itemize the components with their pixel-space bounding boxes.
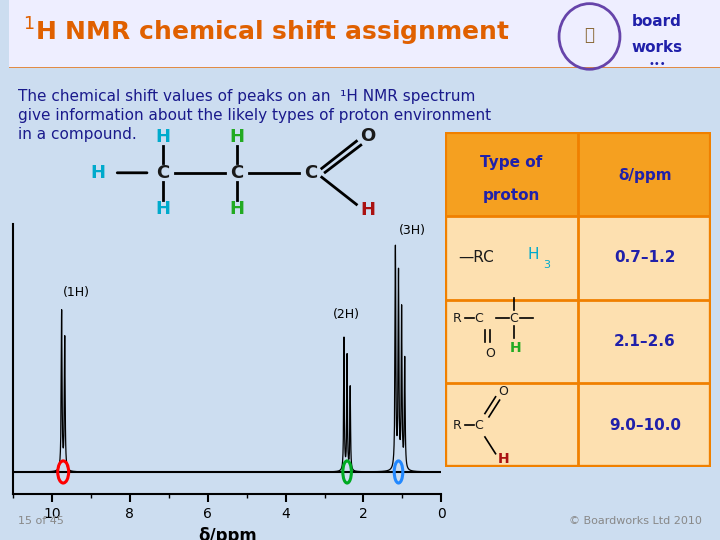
- Text: C: C: [156, 164, 170, 182]
- Text: $^{1}$H NMR chemical shift assignment: $^{1}$H NMR chemical shift assignment: [23, 16, 509, 49]
- Text: give information about the likely types of proton environment: give information about the likely types …: [18, 108, 491, 123]
- Text: works: works: [631, 40, 683, 55]
- Text: © Boardworks Ltd 2010: © Boardworks Ltd 2010: [569, 516, 702, 526]
- Text: H: H: [230, 200, 245, 218]
- Text: H: H: [361, 201, 376, 219]
- Text: The chemical shift values of peaks on an  ¹H NMR spectrum: The chemical shift values of peaks on an…: [18, 89, 475, 104]
- Text: H: H: [156, 200, 171, 218]
- Text: R: R: [453, 418, 462, 432]
- Text: H: H: [510, 341, 522, 355]
- Text: O: O: [361, 127, 376, 145]
- Text: H: H: [230, 128, 245, 146]
- Text: board: board: [632, 15, 682, 29]
- Text: C: C: [509, 312, 518, 325]
- Text: (2H): (2H): [333, 308, 360, 321]
- Text: C: C: [305, 164, 318, 182]
- FancyBboxPatch shape: [445, 132, 711, 467]
- Text: H: H: [156, 128, 171, 146]
- Text: R: R: [453, 312, 462, 325]
- Text: (3H): (3H): [399, 225, 426, 238]
- Text: 3: 3: [544, 260, 551, 269]
- Text: O: O: [498, 385, 508, 399]
- FancyBboxPatch shape: [445, 132, 711, 216]
- Text: C: C: [474, 418, 483, 432]
- FancyBboxPatch shape: [9, 0, 720, 68]
- Text: 9.0–10.0: 9.0–10.0: [609, 418, 681, 433]
- Text: 2.1–2.6: 2.1–2.6: [614, 334, 675, 349]
- Text: proton: proton: [483, 188, 540, 204]
- Text: 📖: 📖: [585, 25, 595, 44]
- Text: —RC: —RC: [458, 251, 494, 265]
- X-axis label: δ/ppm: δ/ppm: [198, 527, 256, 540]
- Text: 15 of 45: 15 of 45: [18, 516, 64, 526]
- Text: Type of: Type of: [480, 155, 543, 170]
- Text: H: H: [90, 164, 105, 182]
- Text: H: H: [498, 452, 510, 465]
- Text: in a compound.: in a compound.: [18, 127, 137, 142]
- Text: •••: •••: [649, 59, 666, 69]
- Text: H: H: [528, 247, 539, 262]
- Text: (1H): (1H): [63, 286, 90, 299]
- Text: C: C: [230, 164, 244, 182]
- Text: δ/ppm: δ/ppm: [618, 168, 672, 183]
- Text: O: O: [485, 347, 495, 360]
- Text: 0.7–1.2: 0.7–1.2: [614, 251, 675, 265]
- Text: C: C: [474, 312, 483, 325]
